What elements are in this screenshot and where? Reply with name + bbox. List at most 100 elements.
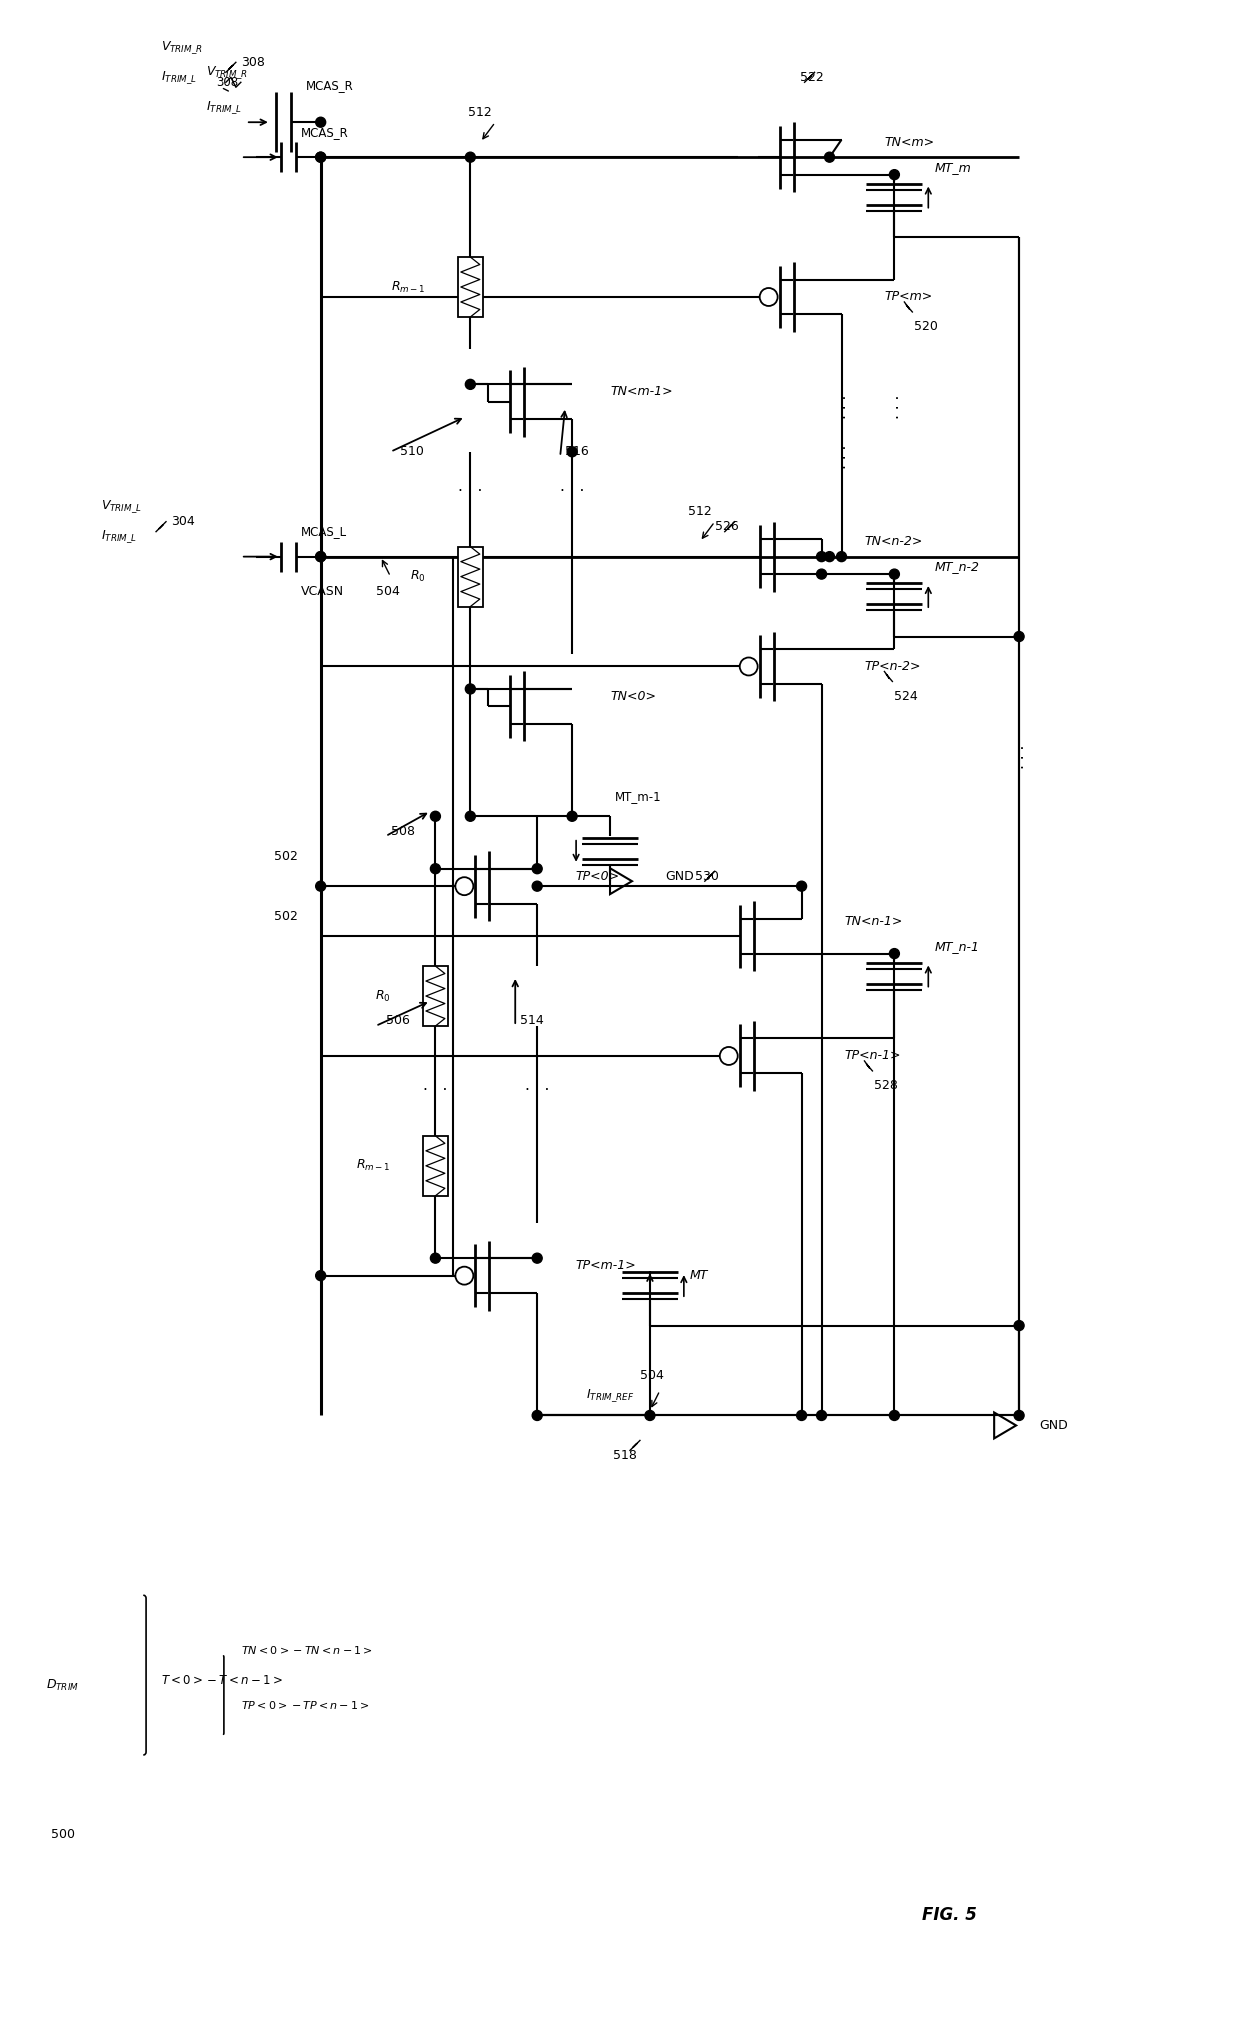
Circle shape: [455, 878, 474, 896]
Circle shape: [796, 882, 806, 892]
Circle shape: [567, 446, 577, 456]
Circle shape: [430, 810, 440, 821]
Text: TN<m-1>: TN<m-1>: [610, 385, 672, 399]
Circle shape: [889, 1411, 899, 1421]
Text: 524: 524: [894, 690, 918, 702]
Circle shape: [455, 1266, 474, 1285]
Circle shape: [316, 882, 326, 892]
Text: TN<n-2>: TN<n-2>: [864, 535, 923, 548]
Text: MT_n-1: MT_n-1: [934, 939, 980, 953]
Circle shape: [316, 552, 326, 562]
Text: . . .: . . .: [525, 1079, 549, 1093]
Text: $T<0> - T<n-1>$: $T<0> - T<n-1>$: [161, 1674, 283, 1686]
Text: MT_n-2: MT_n-2: [934, 560, 980, 572]
Text: TN<n-1>: TN<n-1>: [844, 914, 903, 928]
Text: MT: MT: [689, 1268, 708, 1283]
Text: TP<m-1>: TP<m-1>: [575, 1258, 636, 1272]
Text: $I_{TRIM\_L}$: $I_{TRIM\_L}$: [161, 69, 197, 86]
Text: $R_{m-1}$: $R_{m-1}$: [391, 279, 425, 295]
Text: TN<m>: TN<m>: [884, 136, 935, 149]
Circle shape: [645, 1411, 655, 1421]
Text: 528: 528: [874, 1079, 898, 1093]
Text: $D_{TRIM}$: $D_{TRIM}$: [46, 1678, 79, 1692]
Text: GND: GND: [1039, 1419, 1068, 1431]
Circle shape: [532, 882, 542, 892]
Text: MCAS_L: MCAS_L: [301, 525, 347, 538]
Text: 526: 526: [714, 519, 739, 533]
Text: . . .: . . .: [887, 395, 901, 419]
Text: 308: 308: [216, 75, 238, 90]
Text: TP<n-1>: TP<n-1>: [844, 1049, 901, 1063]
Text: 518: 518: [613, 1450, 637, 1462]
Circle shape: [889, 949, 899, 959]
Text: 512: 512: [469, 106, 492, 118]
Text: 512: 512: [688, 505, 712, 519]
Text: $TP<0> - TP<n-1>$: $TP<0> - TP<n-1>$: [241, 1700, 370, 1710]
Text: $I_{TRIM\_L}$: $I_{TRIM\_L}$: [206, 100, 242, 116]
Text: MT_m-1: MT_m-1: [615, 790, 662, 802]
Bar: [458, 257, 482, 318]
Text: 504: 504: [376, 584, 399, 599]
Circle shape: [465, 684, 475, 694]
Text: $I_{TRIM\_REF}$: $I_{TRIM\_REF}$: [585, 1387, 634, 1405]
Text: 520: 520: [914, 320, 939, 334]
Circle shape: [1014, 1411, 1024, 1421]
Text: 514: 514: [521, 1014, 544, 1028]
Text: VCASN: VCASN: [301, 584, 343, 599]
Text: 510: 510: [401, 446, 424, 458]
Bar: [423, 1136, 448, 1195]
Circle shape: [817, 1411, 827, 1421]
Text: TN<0>: TN<0>: [610, 690, 656, 702]
Circle shape: [316, 153, 326, 163]
Circle shape: [817, 570, 827, 578]
Bar: [458, 546, 482, 607]
Text: 504: 504: [640, 1368, 663, 1382]
Circle shape: [316, 1270, 326, 1281]
Text: . . .: . . .: [835, 395, 849, 419]
Circle shape: [465, 810, 475, 821]
Circle shape: [1014, 631, 1024, 641]
Circle shape: [889, 570, 899, 578]
Text: . . .: . . .: [835, 444, 849, 468]
Text: MCAS_R: MCAS_R: [301, 126, 348, 138]
Circle shape: [430, 863, 440, 873]
Text: $TN<0> - TN<n-1>$: $TN<0> - TN<n-1>$: [241, 1645, 373, 1655]
Circle shape: [719, 1047, 738, 1065]
Text: 516: 516: [565, 446, 589, 458]
Circle shape: [825, 153, 835, 163]
Text: TP<0>: TP<0>: [575, 869, 619, 884]
Text: FIG. 5: FIG. 5: [921, 1906, 977, 1924]
Text: . . .: . . .: [1012, 745, 1027, 768]
Circle shape: [567, 810, 577, 821]
Circle shape: [532, 1411, 542, 1421]
Text: $R_{m-1}$: $R_{m-1}$: [356, 1158, 391, 1173]
Text: MT_m: MT_m: [934, 161, 971, 173]
Circle shape: [889, 169, 899, 179]
Circle shape: [825, 552, 835, 562]
Text: 500: 500: [51, 1828, 76, 1841]
Text: 502: 502: [274, 849, 298, 863]
Text: 522: 522: [800, 71, 823, 83]
Circle shape: [316, 118, 326, 126]
Text: GND: GND: [665, 869, 693, 884]
Text: 508: 508: [391, 825, 414, 837]
Text: $I_{TRIM\_L}$: $I_{TRIM\_L}$: [102, 527, 138, 546]
Circle shape: [532, 1254, 542, 1262]
Text: MCAS_R: MCAS_R: [306, 79, 353, 92]
Text: $R_0$: $R_0$: [409, 568, 425, 584]
Text: $V_{TRIM\_R}$: $V_{TRIM\_R}$: [206, 63, 248, 81]
Circle shape: [796, 1411, 806, 1421]
Text: $V_{TRIM\_L}$: $V_{TRIM\_L}$: [102, 499, 143, 515]
Circle shape: [1014, 1321, 1024, 1332]
Circle shape: [740, 658, 758, 676]
Text: . . .: . . .: [560, 478, 584, 495]
Circle shape: [316, 552, 326, 562]
Text: 506: 506: [386, 1014, 409, 1028]
Text: . . .: . . .: [458, 478, 482, 495]
Text: TP<m>: TP<m>: [884, 291, 932, 303]
Text: 304: 304: [171, 515, 195, 527]
Circle shape: [532, 863, 542, 873]
Circle shape: [465, 153, 475, 163]
Circle shape: [316, 153, 326, 163]
Text: TP<n-2>: TP<n-2>: [864, 660, 921, 674]
